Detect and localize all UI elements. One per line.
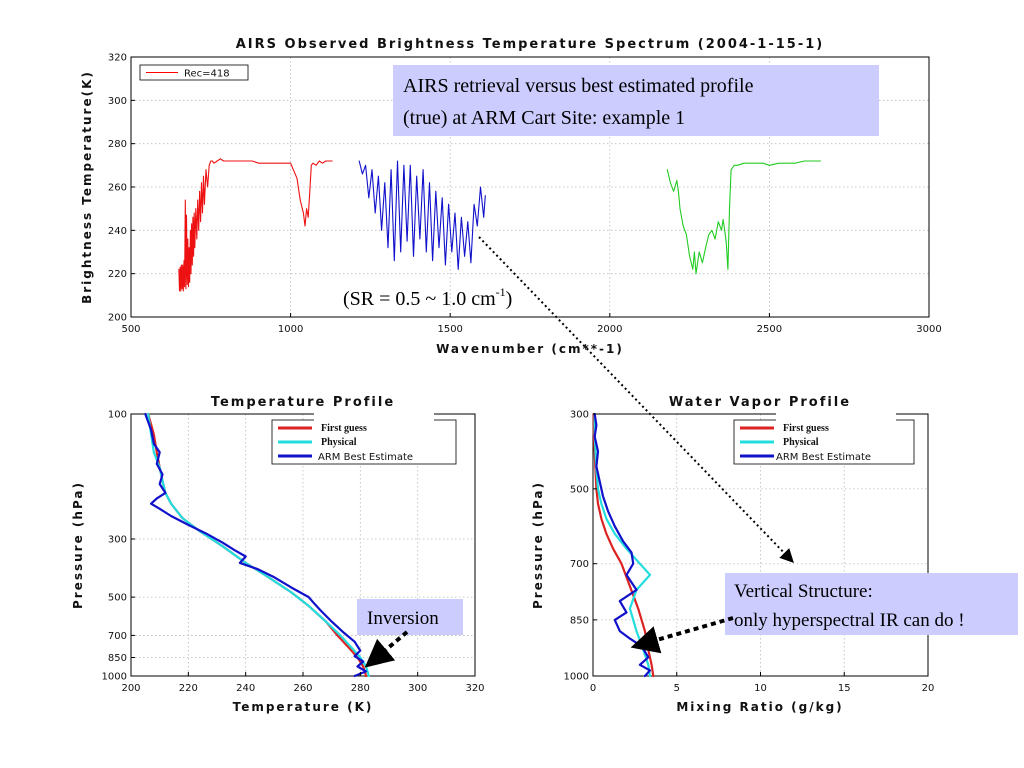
legend-label-first-guess: First guess <box>321 423 367 434</box>
spectrum-ytick-label: 200 <box>108 313 127 324</box>
legend-label-arm: ARM Best Estimate <box>318 452 413 463</box>
spectrum-ylabel: Brightness Temperature(K) <box>80 70 94 304</box>
temperature-ylabel: Pressure (hPa) <box>71 481 85 609</box>
temperature-ytick-label: 1000 <box>102 672 127 683</box>
spectrum-chart: 500 1000 1500 2000 2500 3000 200 220 240 260 280 30… <box>80 37 942 356</box>
vertical-structure-callout: Vertical Structure: only hyperspectral I… <box>725 573 1018 635</box>
temperature-legend: First guess Physical ARM Best Estimate <box>271 410 457 465</box>
water-vapor-ytick-label: 500 <box>570 484 589 495</box>
temperature-series-arm-best-estimate <box>144 412 368 678</box>
headline-box <box>393 65 879 136</box>
spectrum-ytick-label: 320 <box>108 53 127 64</box>
temperature-ytick-label: 850 <box>108 653 127 664</box>
headline-line1: AIRS retrieval versus best estimated pro… <box>403 75 754 97</box>
vertical-structure-line2: only hyperspectral IR can do ! <box>734 610 965 631</box>
headline-line2: (true) at ARM Cart Site: example 1 <box>403 107 685 129</box>
headline-callout: AIRS retrieval versus best estimated pro… <box>393 65 879 136</box>
spectrum-xtick-label: 3000 <box>916 324 941 335</box>
temperature-xtick-label: 260 <box>293 683 312 694</box>
water-vapor-ytick-label: 700 <box>570 559 589 570</box>
temperature-xtick-label: 280 <box>351 683 370 694</box>
temperature-ytick-label: 700 <box>108 631 127 642</box>
temperature-xlabel: Temperature (K) <box>233 700 374 714</box>
inversion-callout: Inversion <box>357 599 463 635</box>
inversion-box <box>357 599 463 635</box>
water-vapor-ytick-label: 300 <box>570 410 589 421</box>
spectrum-xtick-label: 500 <box>121 324 140 335</box>
spectrum-series-band-3 <box>666 160 822 275</box>
vertical-structure-arrow <box>630 616 734 654</box>
spectrum-series-band-2 <box>358 160 486 270</box>
spectrum-series-band-1 <box>178 158 333 292</box>
inversion-arrow <box>364 630 409 668</box>
temperature-xtick-label: 220 <box>179 683 198 694</box>
legend-label-first-guess: First guess <box>783 423 829 434</box>
spectrum-ytick-label: 240 <box>108 226 127 237</box>
vertical-structure-line1: Vertical Structure: <box>734 581 873 602</box>
temperature-title: Temperature Profile <box>211 395 395 410</box>
water-vapor-ytick-label: 850 <box>570 615 589 626</box>
spectrum-ytick-label: 280 <box>108 139 127 150</box>
spectrum-legend: Rec=418 <box>139 64 249 81</box>
water-vapor-xtick-label: 0 <box>590 683 596 694</box>
spectrum-to-profile-arrow <box>478 236 794 564</box>
temperature-ytick-label: 500 <box>108 593 127 604</box>
water-vapor-xtick-label: 20 <box>922 683 935 694</box>
temperature-ytick-label: 100 <box>108 410 127 421</box>
water-vapor-title: Water Vapor Profile <box>669 395 851 410</box>
spectrum-ytick-label: 220 <box>108 269 127 280</box>
water-vapor-ytick-label: 1000 <box>564 672 589 683</box>
temperature-profile-chart: 200 220 240 260 280 300 320 100 300 500 700 850 1000… <box>71 395 485 714</box>
water-vapor-ylabel: Pressure (hPa) <box>531 481 545 609</box>
water-vapor-series-physical <box>593 412 652 678</box>
temperature-xtick-label: 300 <box>408 683 427 694</box>
spectrum-xtick-label: 1500 <box>437 324 462 335</box>
temperature-xtick-label: 200 <box>121 683 140 694</box>
temperature-xtick-label: 320 <box>465 683 484 694</box>
water-vapor-legend: First guess Physical ARM Best Estimate <box>733 410 915 465</box>
water-vapor-xlabel: Mixing Ratio (g/kg) <box>676 700 843 714</box>
temperature-ytick-label: 300 <box>108 535 127 546</box>
spectrum-ytick-label: 260 <box>108 183 127 194</box>
legend-label-physical: Physical <box>783 437 819 448</box>
temperature-xtick-label: 240 <box>236 683 255 694</box>
water-vapor-xtick-label: 5 <box>674 683 680 694</box>
water-vapor-profile-chart: 0 5 10 15 20 300 500 700 850 1000 Water Vapor Pro… <box>531 395 934 714</box>
spectrum-title: AIRS Observed Brightness Temperature Spe… <box>236 37 824 52</box>
spectrum-ytick-label: 300 <box>108 96 127 107</box>
vertical-structure-box <box>725 573 1018 635</box>
spectrum-xtick-label: 1000 <box>278 324 303 335</box>
legend-label-rec: Rec=418 <box>184 69 230 80</box>
legend-label-physical: Physical <box>321 437 357 448</box>
spectrum-xlabel: Wavenumber (cm**-1) <box>436 342 624 356</box>
water-vapor-xtick-label: 10 <box>754 683 767 694</box>
water-vapor-xtick-label: 15 <box>838 683 851 694</box>
spectral-resolution-note: (SR = 0.5 ~ 1.0 cm-1) <box>343 285 512 310</box>
legend-label-arm: ARM Best Estimate <box>776 452 871 463</box>
spectrum-xtick-label: 2000 <box>597 324 622 335</box>
spectrum-xtick-label: 2500 <box>757 324 782 335</box>
inversion-label: Inversion <box>367 608 439 629</box>
